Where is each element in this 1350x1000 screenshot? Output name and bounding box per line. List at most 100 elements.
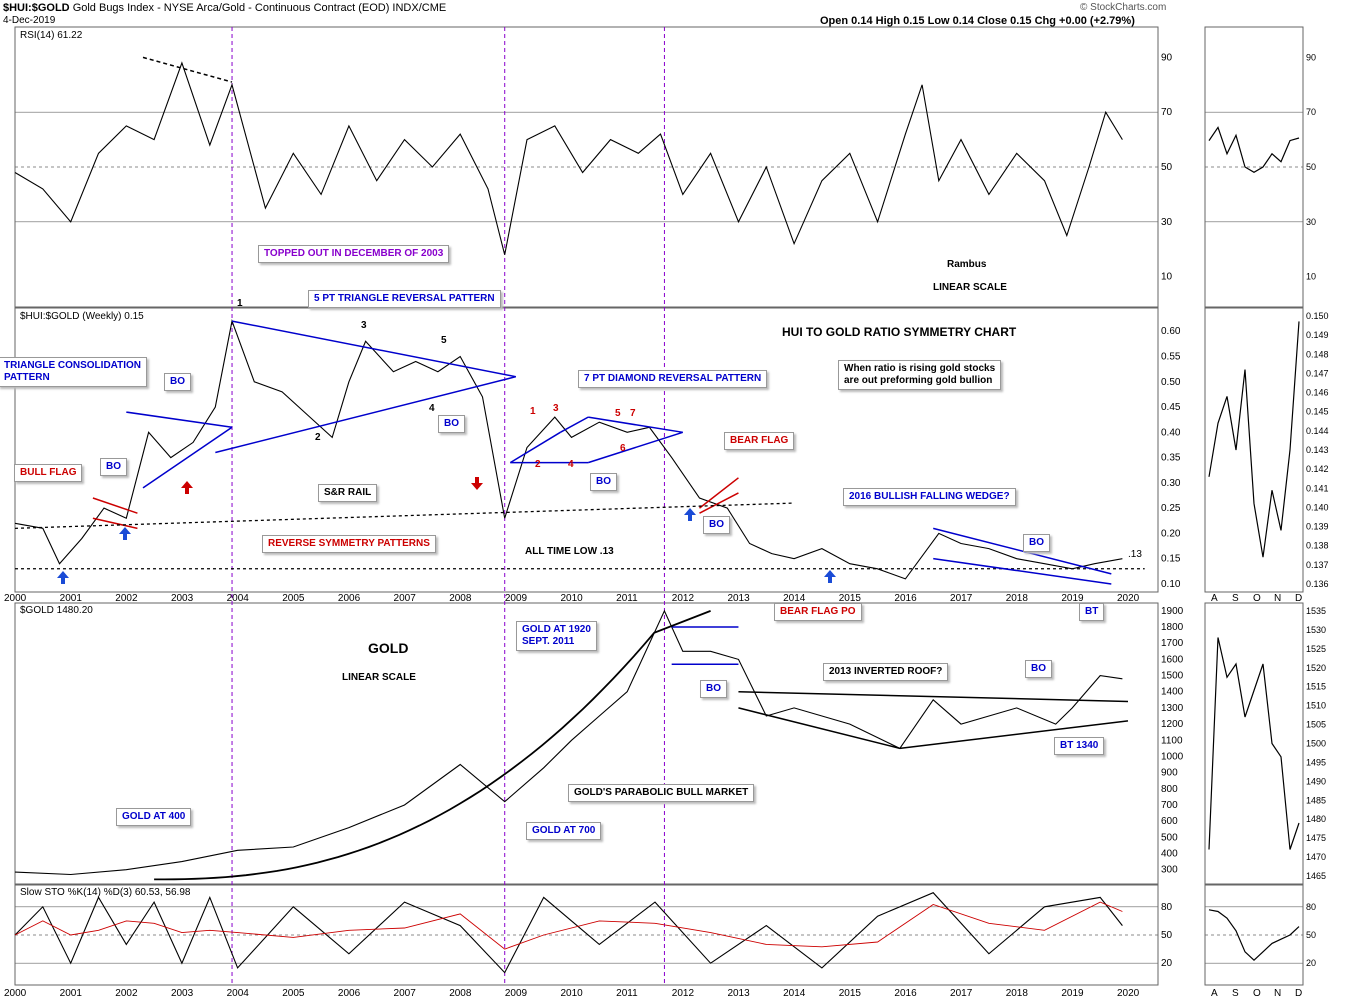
triangle-consolidation-line2: PATTERN — [4, 372, 141, 384]
small-ratio-tick-label: 0.138 — [1306, 541, 1329, 551]
year-tick-label: 2008 — [449, 988, 472, 999]
small-ratio-tick-label: 0.137 — [1306, 560, 1329, 570]
pt-number-5: 5 — [441, 335, 447, 346]
small-ratio-tick-label: 0.136 — [1306, 579, 1329, 589]
sto-panel-label: Slow STO %K(14) %D(3) 60.53, 56.98 — [20, 887, 190, 898]
bear-flag-po-callout: BEAR FLAG PO — [774, 603, 862, 621]
gold-400-callout: GOLD AT 400 — [116, 808, 191, 826]
red-pt-2: 2 — [535, 459, 541, 470]
pattern-lines — [15, 57, 1145, 879]
year-tick-label: 2020 — [1117, 593, 1140, 604]
year-tick-label: 2001 — [60, 988, 83, 999]
small-ratio-tick-label: 0.139 — [1306, 522, 1329, 532]
year-tick-label: 2005 — [282, 988, 305, 999]
year-tick-label: 2012 — [672, 988, 695, 999]
small-ratio-tick-label: 0.144 — [1306, 426, 1329, 436]
gold-tick-label: 1500 — [1161, 671, 1184, 682]
bt-1340-callout: BT 1340 — [1054, 737, 1104, 755]
year-tick-label: 2004 — [227, 593, 250, 604]
wedge-bottom-line — [933, 559, 1111, 584]
year-tick-label: 2012 — [672, 593, 695, 604]
year-tick-label: 2011 — [616, 988, 638, 999]
small-rsi-line — [1209, 127, 1299, 172]
small-ratio-tick-label: 0.145 — [1306, 407, 1329, 417]
red-pt-7: 7 — [630, 408, 636, 419]
gold-tick-label: 1800 — [1161, 622, 1184, 633]
year-tick-label: 2013 — [727, 593, 750, 604]
ratio-tick-label: 0.60 — [1161, 326, 1181, 337]
small-ratio-line — [1209, 321, 1299, 557]
year-tick-label: 2002 — [115, 593, 138, 604]
small-gold-tick-label: 1495 — [1306, 757, 1326, 767]
panel-frames — [15, 27, 1303, 985]
small-ratio-tick-label: 0.143 — [1306, 445, 1329, 455]
red-pt-3: 3 — [553, 403, 559, 414]
rambus-label: Rambus — [947, 259, 986, 270]
bo-label-gold-2012: BO — [700, 680, 727, 698]
year-tick-label: 2007 — [394, 593, 417, 604]
ratio-note-line2: are out preforming gold bullion — [844, 375, 995, 387]
pt-number-4: 4 — [429, 403, 435, 414]
month-tick-label: O — [1253, 593, 1261, 604]
gold-tick-label: 700 — [1161, 800, 1178, 811]
red-pt-6: 6 — [620, 443, 626, 454]
small-sto-tick-label: 20 — [1306, 958, 1316, 968]
year-tick-label: 2009 — [505, 988, 528, 999]
gold-700-callout: GOLD AT 700 — [526, 822, 601, 840]
small-gold-tick-label: 1475 — [1306, 833, 1326, 843]
triangle-consolidation-line1: TRIANGLE CONSOLIDATION — [4, 360, 141, 372]
pt-number-2: 2 — [315, 432, 321, 443]
rsi-panel-label: RSI(14) 61.22 — [20, 30, 82, 41]
month-tick-label: S — [1232, 988, 1239, 999]
month-tick-label: D — [1295, 593, 1302, 604]
year-tick-label: 2017 — [950, 988, 973, 999]
bull-flag-callout: BULL FLAG — [14, 464, 82, 482]
small-gold-tick-label: 1500 — [1306, 739, 1326, 749]
red-pt-5: 5 — [615, 408, 621, 419]
small-gold-tick-label: 1520 — [1306, 663, 1326, 673]
rsi-tick-label: 50 — [1161, 162, 1173, 173]
small-ratio-tick-label: 0.149 — [1306, 330, 1329, 340]
ratio-small-frame — [1205, 308, 1303, 592]
rsi-tick-label: 10 — [1161, 272, 1173, 283]
ratio-tick-label: 0.55 — [1161, 351, 1181, 362]
year-tick-label: 2010 — [561, 593, 584, 604]
gold-panel-label: $GOLD 1480.20 — [20, 605, 93, 616]
five-pt-triangle-callout: 5 PT TRIANGLE REVERSAL PATTERN — [308, 290, 501, 308]
small-panels: 90 70 50 30 10 80 50 20 0.150 0.149 0.148 0.147 0.14… — [1209, 52, 1329, 999]
year-tick-label: 2019 — [1061, 988, 1084, 999]
linear-scale-gold-label: LINEAR SCALE — [342, 672, 416, 683]
ratio-tick-label: 0.15 — [1161, 554, 1181, 565]
gold-tick-label: 600 — [1161, 816, 1178, 827]
year-tick-label: 2018 — [1006, 593, 1029, 604]
gold-tick-label: 1300 — [1161, 703, 1184, 714]
gold-1920-line1: GOLD AT 1920 — [522, 624, 591, 636]
small-gold-tick-label: 1530 — [1306, 625, 1326, 635]
reference-lines — [15, 112, 1303, 963]
small-rsi-tick-label: 90 — [1306, 52, 1316, 62]
triangle-top-line — [232, 321, 516, 377]
small-gold-tick-label: 1505 — [1306, 720, 1326, 730]
year-tick-label: 2014 — [783, 988, 806, 999]
diamond-line-5 — [588, 432, 683, 462]
gold-title: GOLD — [368, 640, 408, 656]
year-tick-label: 2010 — [561, 988, 584, 999]
gold-1920-line2: SEPT. 2011 — [522, 636, 591, 648]
month-tick-label: D — [1295, 988, 1302, 999]
small-gold-tick-label: 1485 — [1306, 795, 1326, 805]
up-arrow — [181, 481, 193, 494]
red-pt-1: 1 — [530, 406, 536, 417]
sto-signal-line — [15, 902, 1122, 949]
small-ratio-tick-label: 0.150 — [1306, 311, 1329, 321]
ratio-tick-label: 0.40 — [1161, 427, 1181, 438]
gold-tick-label: 300 — [1161, 865, 1178, 876]
year-tick-label: 2016 — [894, 593, 917, 604]
gold-tick-label: 1700 — [1161, 638, 1184, 649]
triangle-consolidation-callout: TRIANGLE CONSOLIDATION PATTERN — [0, 357, 147, 387]
purple-year-markers — [232, 27, 664, 985]
rsi-tick-label: 90 — [1161, 52, 1173, 63]
small-gold-tick-label: 1525 — [1306, 644, 1326, 654]
year-tick-label: 2003 — [171, 593, 194, 604]
year-tick-label: 2011 — [616, 593, 638, 604]
